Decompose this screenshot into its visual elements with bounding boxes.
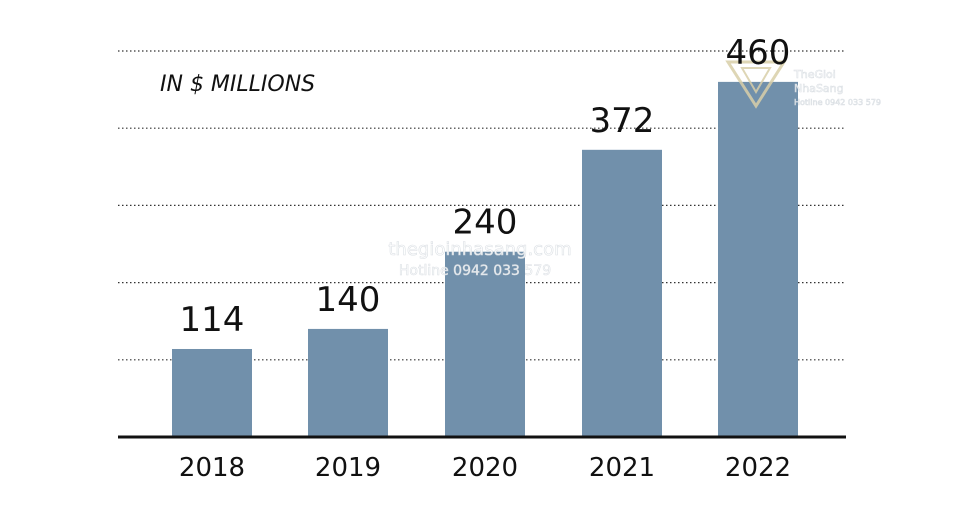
bars [172,81,798,438]
value-label-2022: 460 [726,33,791,73]
bar-2019 [308,328,388,437]
bar-2021 [582,149,662,438]
x-tick-label-2020: 2020 [452,453,518,483]
x-tick-label-2019: 2019 [315,453,381,483]
labels: 114 2018 140 2019 240 2020 372 2021 460 2022 [118,33,846,483]
x-tick-label-2021: 2021 [589,453,655,483]
x-tick-label-2022: 2022 [725,453,791,483]
value-label-2019: 140 [316,280,381,320]
watermark-logo-inner-icon [740,67,772,94]
unit-note: IN $ MILLIONS [160,72,315,97]
x-tick-label-2018: 2018 [179,453,245,483]
watermark-logo-icon [725,60,787,109]
bar-2020 [445,251,525,437]
value-label-2018: 114 [180,300,245,340]
watermark-hotline: Hotline 0942 033 579 [399,263,551,279]
watermark-site: thegioinhasang.com [388,239,571,260]
watermark: thegioinhasang.com Hotline 0942 033 579 … [388,60,881,279]
bar-2018 [172,348,252,437]
watermark-logo-hotline: Hotline 0942 033 579 [794,98,881,107]
bar-2022 [718,81,798,437]
watermark-logo-line1: TheGioi [793,68,836,81]
watermark-logo-line2: NhaSang [794,82,844,95]
value-label-2021: 372 [590,101,655,141]
value-label-2020: 240 [453,203,518,243]
